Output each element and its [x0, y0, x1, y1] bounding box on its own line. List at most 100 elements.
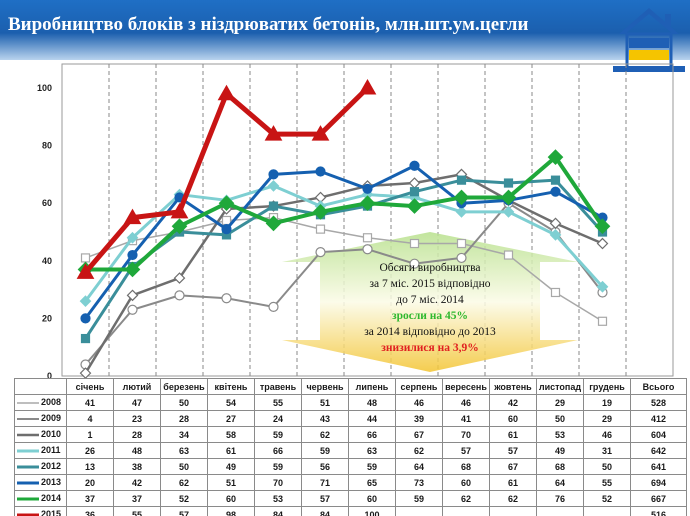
total-cell: 516 [630, 506, 687, 516]
table-cell: 53 [536, 426, 584, 443]
data-point-2013 [409, 160, 420, 171]
table-cell: 60 [442, 474, 490, 491]
table-cell: 54 [207, 394, 255, 411]
table-cell: 84 [301, 506, 349, 516]
table-cell: 41 [442, 410, 490, 427]
month-header: січень [66, 378, 114, 395]
annotation-line-3: до 7 міс. 2014 [396, 294, 464, 306]
table-cell: 62 [160, 474, 208, 491]
data-point-2010 [549, 217, 562, 230]
table-cell [489, 506, 537, 516]
data-point-2015 [123, 208, 142, 225]
series-line-2012 [84, 178, 604, 340]
data-point-2008 [221, 215, 232, 226]
data-point-2008 [597, 316, 608, 326]
table-cell: 29 [583, 410, 631, 427]
table-row: 2012 13 38 50 49 59 56 59 64 68 67 68 50 641 [14, 458, 687, 475]
data-point-2014 [312, 203, 329, 220]
data-point-2012 [268, 201, 279, 211]
table-cell: 34 [160, 426, 208, 443]
table-cell: 57 [160, 506, 208, 516]
data-point-2014 [265, 215, 282, 232]
data-point-2015 [264, 125, 283, 141]
logo-base [613, 66, 685, 72]
data-point-2013 [362, 183, 373, 194]
series-line-2010 [84, 173, 603, 374]
table-cell: 56 [301, 458, 349, 475]
table-cell: 57 [489, 442, 537, 459]
table-cell: 64 [395, 458, 443, 475]
month-header: лютий [113, 378, 161, 395]
table-cell: 44 [348, 410, 396, 427]
total-cell: 641 [630, 458, 687, 475]
table-cell: 63 [348, 442, 396, 459]
table-cell: 37 [113, 490, 161, 507]
table-cell [536, 506, 584, 516]
month-header: жовтень [489, 378, 537, 395]
table-cell: 62 [489, 490, 537, 507]
legend-swatch [17, 433, 39, 437]
table-row: 2015 36 55 57 98 84 84 100 516 [14, 506, 687, 516]
table-cell: 61 [489, 474, 537, 491]
legend-entry: 2012 [14, 458, 67, 475]
table-cell: 55 [113, 506, 161, 516]
table-cell: 60 [348, 490, 396, 507]
table-cell: 59 [395, 490, 443, 507]
table-cell: 68 [536, 458, 584, 475]
legend-label: 2012 [41, 461, 62, 472]
data-point-2009 [362, 244, 373, 255]
legend-label: 2009 [41, 413, 62, 424]
total-cell: 604 [630, 426, 687, 443]
title-bar: Виробництво блоків з ніздрюватих бетонів… [0, 0, 690, 60]
data-point-2009 [409, 258, 420, 269]
table-cell: 67 [489, 458, 537, 475]
legend-swatch [17, 465, 39, 469]
data-point-2011 [596, 280, 609, 293]
data-point-2009 [174, 290, 185, 301]
data-point-2014 [500, 189, 517, 206]
legend-swatch [17, 513, 39, 516]
data-point-2008 [315, 224, 326, 234]
table-cell: 59 [254, 458, 302, 475]
y-tick-label: 20 [42, 313, 52, 323]
chart-title: Виробництво блоків з ніздрюватих бетонів… [8, 14, 529, 35]
table-cell: 52 [583, 490, 631, 507]
table-cell: 55 [254, 394, 302, 411]
data-point-2008 [362, 233, 373, 243]
data-point-2011 [79, 295, 92, 307]
data-point-2012 [409, 187, 420, 197]
table-cell: 49 [536, 442, 584, 459]
table-cell: 55 [583, 474, 631, 491]
data-point-2009 [268, 301, 279, 312]
table-cell: 67 [395, 426, 443, 443]
data-point-2013 [221, 224, 232, 235]
line-chart: 0 20 40 60 80 100 [37, 63, 674, 380]
legend-swatch [17, 497, 39, 501]
table-cell: 73 [395, 474, 443, 491]
legend-entry: 2008 [14, 394, 67, 411]
month-header: травень [254, 378, 302, 395]
table-cell: 52 [160, 490, 208, 507]
legend-label: 2008 [41, 397, 62, 408]
data-point-2009 [315, 247, 326, 258]
table-cell: 50 [583, 458, 631, 475]
data-point-2013 [127, 249, 138, 261]
data-point-2009 [221, 293, 232, 304]
table-cell: 28 [160, 410, 208, 427]
legend-label: 2010 [41, 429, 62, 440]
table-cell: 50 [536, 410, 584, 427]
legend-entry: 2014 [14, 490, 67, 507]
data-point-2013 [550, 186, 561, 197]
legend-swatch [17, 417, 39, 420]
table-cell: 42 [113, 474, 161, 491]
month-header: вересень [442, 378, 490, 395]
data-point-2015 [358, 78, 377, 95]
table-cell: 31 [583, 442, 631, 459]
total-cell: 528 [630, 394, 687, 411]
table-cell: 59 [348, 458, 396, 475]
y-tick-label: 0 [47, 371, 52, 380]
legend-entry: 2010 [14, 426, 67, 443]
table-cell: 29 [536, 394, 584, 411]
table-cell [442, 506, 490, 516]
data-point-2011 [549, 229, 562, 241]
